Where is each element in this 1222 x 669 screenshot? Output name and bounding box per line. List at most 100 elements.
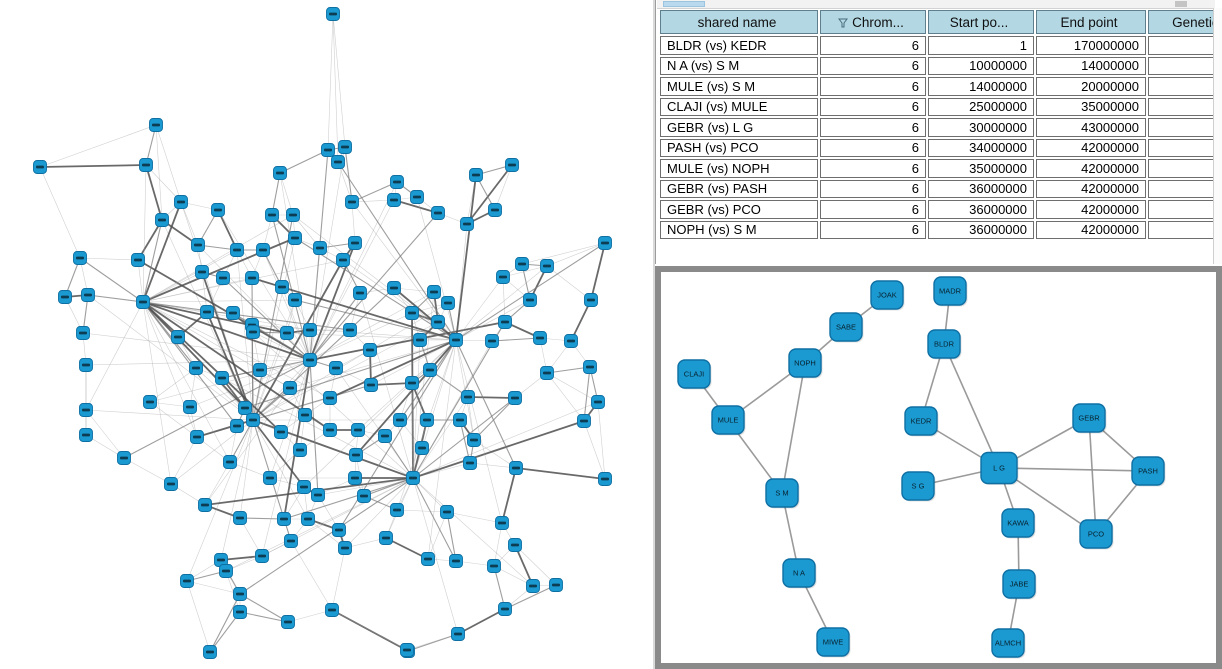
- network-node[interactable]: [223, 455, 237, 469]
- table-vscrollbar-track[interactable]: [1213, 8, 1222, 264]
- network-node[interactable]: [357, 489, 371, 503]
- network-node[interactable]: [349, 448, 363, 462]
- network-node[interactable]: [505, 158, 519, 172]
- column-header-genetic-[interactable]: Genetic...: [1148, 10, 1222, 34]
- network-node[interactable]: [415, 441, 429, 455]
- network-node[interactable]: [348, 471, 362, 485]
- network-node[interactable]: [313, 241, 327, 255]
- network-node[interactable]: [117, 451, 131, 465]
- network-node[interactable]: [348, 236, 362, 250]
- network-node[interactable]: [463, 456, 477, 470]
- network-node[interactable]: [364, 378, 378, 392]
- network-node[interactable]: [280, 326, 294, 340]
- network-node[interactable]: [345, 195, 359, 209]
- network-node[interactable]: [577, 414, 591, 428]
- network-node[interactable]: [336, 253, 350, 267]
- network-node[interactable]: [286, 208, 300, 222]
- table-row[interactable]: CLAJI (vs) MULE625000000350000005.9: [660, 97, 1222, 116]
- column-header-end-point[interactable]: End point: [1036, 10, 1146, 34]
- network-node[interactable]: [540, 259, 554, 273]
- network-node[interactable]: [273, 166, 287, 180]
- table-scrollbar-track[interactable]: [657, 0, 1215, 9]
- network-node[interactable]: [332, 523, 346, 537]
- network-node[interactable]: [246, 413, 260, 427]
- network-node[interactable]: [233, 605, 247, 619]
- network-node[interactable]: [79, 428, 93, 442]
- network-node[interactable]: [387, 281, 401, 295]
- network-node[interactable]: [325, 603, 339, 617]
- network-node[interactable]: [293, 443, 307, 457]
- network-node[interactable]: [246, 325, 260, 339]
- network-node[interactable]: [540, 366, 554, 380]
- network-node[interactable]: [195, 265, 209, 279]
- table-row[interactable]: MULE (vs) NOPH6350000004200000010.5: [660, 159, 1222, 178]
- network-node[interactable]: [549, 578, 563, 592]
- table-row[interactable]: NOPH (vs) S M636000000420000009.9: [660, 220, 1222, 239]
- network-node[interactable]: [420, 413, 434, 427]
- node-sabe[interactable]: SABE: [829, 312, 864, 343]
- network-node[interactable]: [451, 627, 465, 641]
- network-node[interactable]: [298, 408, 312, 422]
- network-node[interactable]: [591, 395, 605, 409]
- node-pco[interactable]: PCO: [1079, 519, 1114, 550]
- table-row[interactable]: MULE (vs) S M614000000200000007.5: [660, 77, 1222, 96]
- column-header-shared-name[interactable]: shared name: [660, 10, 818, 34]
- network-node[interactable]: [338, 541, 352, 555]
- network-node[interactable]: [303, 353, 317, 367]
- network-node[interactable]: [378, 429, 392, 443]
- network-node[interactable]: [303, 323, 317, 337]
- network-node[interactable]: [323, 391, 337, 405]
- network-node[interactable]: [449, 554, 463, 568]
- network-node[interactable]: [76, 326, 90, 340]
- network-node[interactable]: [440, 505, 454, 519]
- network-node[interactable]: [288, 231, 302, 245]
- network-node[interactable]: [230, 419, 244, 433]
- network-node[interactable]: [200, 305, 214, 319]
- network-node[interactable]: [149, 118, 163, 132]
- column-header-chrom-[interactable]: Chrom...: [820, 10, 926, 34]
- network-node[interactable]: [427, 285, 441, 299]
- network-node[interactable]: [508, 391, 522, 405]
- network-node[interactable]: [238, 401, 252, 415]
- network-node[interactable]: [598, 236, 612, 250]
- network-node[interactable]: [331, 155, 345, 169]
- network-node[interactable]: [526, 579, 540, 593]
- network-node[interactable]: [453, 413, 467, 427]
- network-node[interactable]: [509, 461, 523, 475]
- network-node[interactable]: [564, 334, 578, 348]
- network-node[interactable]: [183, 400, 197, 414]
- node-n-a[interactable]: N A: [782, 558, 817, 589]
- network-node[interactable]: [190, 430, 204, 444]
- node-jabe[interactable]: JABE: [1002, 569, 1037, 600]
- network-node[interactable]: [253, 363, 267, 377]
- network-node[interactable]: [275, 280, 289, 294]
- network-node[interactable]: [73, 251, 87, 265]
- network-node[interactable]: [329, 361, 343, 375]
- network-overview-canvas[interactable]: [0, 0, 651, 669]
- table-row[interactable]: GEBR (vs) L G6300000004300000016.9: [660, 118, 1222, 137]
- network-node[interactable]: [33, 160, 47, 174]
- network-node[interactable]: [469, 168, 483, 182]
- network-node[interactable]: [203, 645, 217, 659]
- table-row[interactable]: BLDR (vs) KEDR61170000000192.0: [660, 36, 1222, 55]
- network-node[interactable]: [379, 531, 393, 545]
- network-node[interactable]: [81, 288, 95, 302]
- node-mule[interactable]: MULE: [711, 405, 746, 436]
- network-node[interactable]: [498, 315, 512, 329]
- network-node[interactable]: [405, 376, 419, 390]
- network-node[interactable]: [58, 290, 72, 304]
- network-node[interactable]: [584, 293, 598, 307]
- node-almch[interactable]: ALMCH: [991, 628, 1026, 659]
- network-node[interactable]: [219, 564, 233, 578]
- network-node[interactable]: [449, 333, 463, 347]
- network-node[interactable]: [215, 371, 229, 385]
- network-node[interactable]: [226, 306, 240, 320]
- network-node[interactable]: [274, 425, 288, 439]
- network-node[interactable]: [230, 243, 244, 257]
- network-node[interactable]: [467, 433, 481, 447]
- network-node[interactable]: [284, 534, 298, 548]
- network-node[interactable]: [326, 7, 340, 21]
- network-node[interactable]: [496, 270, 510, 284]
- network-node[interactable]: [495, 516, 509, 530]
- column-header-start-po-[interactable]: Start po...: [928, 10, 1034, 34]
